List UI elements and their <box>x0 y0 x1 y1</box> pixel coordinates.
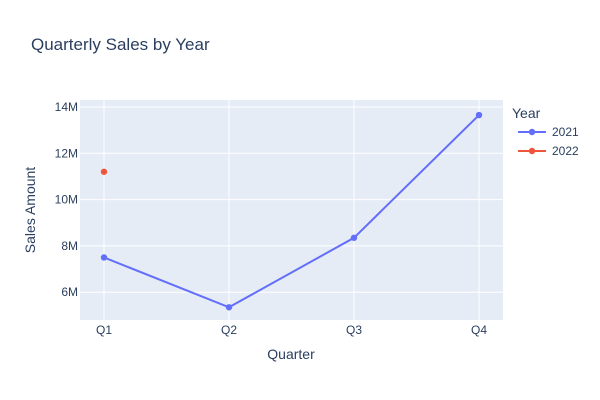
legend-swatch-marker <box>528 147 536 155</box>
x-tick-label: Q1 <box>96 323 112 337</box>
x-axis-title: Quarter <box>267 346 315 362</box>
legend: Year 2021 2022 <box>512 105 579 158</box>
y-tick-label: 12M <box>55 146 78 160</box>
legend-swatch-marker <box>528 128 536 136</box>
data-point <box>475 111 483 119</box>
gridlines <box>80 100 503 320</box>
y-axis-title: Sales Amount <box>22 167 38 253</box>
x-tick-label: Q3 <box>346 323 362 337</box>
legend-label: 2021 <box>552 125 579 139</box>
data-point <box>225 304 233 311</box>
legend-label: 2022 <box>552 144 579 158</box>
chart-title: Quarterly Sales by Year <box>31 35 210 54</box>
legend-item[interactable]: 2021 <box>518 125 579 139</box>
data-point <box>100 254 108 261</box>
y-axis-ticks: 6M 8M 10M 12M 14M <box>55 100 78 299</box>
y-tick-label: 8M <box>61 239 78 253</box>
legend-item[interactable]: 2022 <box>518 144 579 158</box>
y-tick-label: 14M <box>55 100 78 114</box>
y-tick-label: 10M <box>55 193 78 207</box>
plot-area <box>80 100 503 320</box>
legend-title: Year <box>512 105 541 121</box>
y-tick-label: 6M <box>61 285 78 299</box>
x-axis-ticks: Q1 Q2 Q3 Q4 <box>96 323 487 337</box>
x-tick-label: Q4 <box>471 323 487 337</box>
series-line <box>103 114 480 309</box>
series-layer <box>100 111 483 311</box>
x-tick-label: Q2 <box>221 323 237 337</box>
data-point <box>350 234 358 241</box>
data-point <box>100 168 108 175</box>
